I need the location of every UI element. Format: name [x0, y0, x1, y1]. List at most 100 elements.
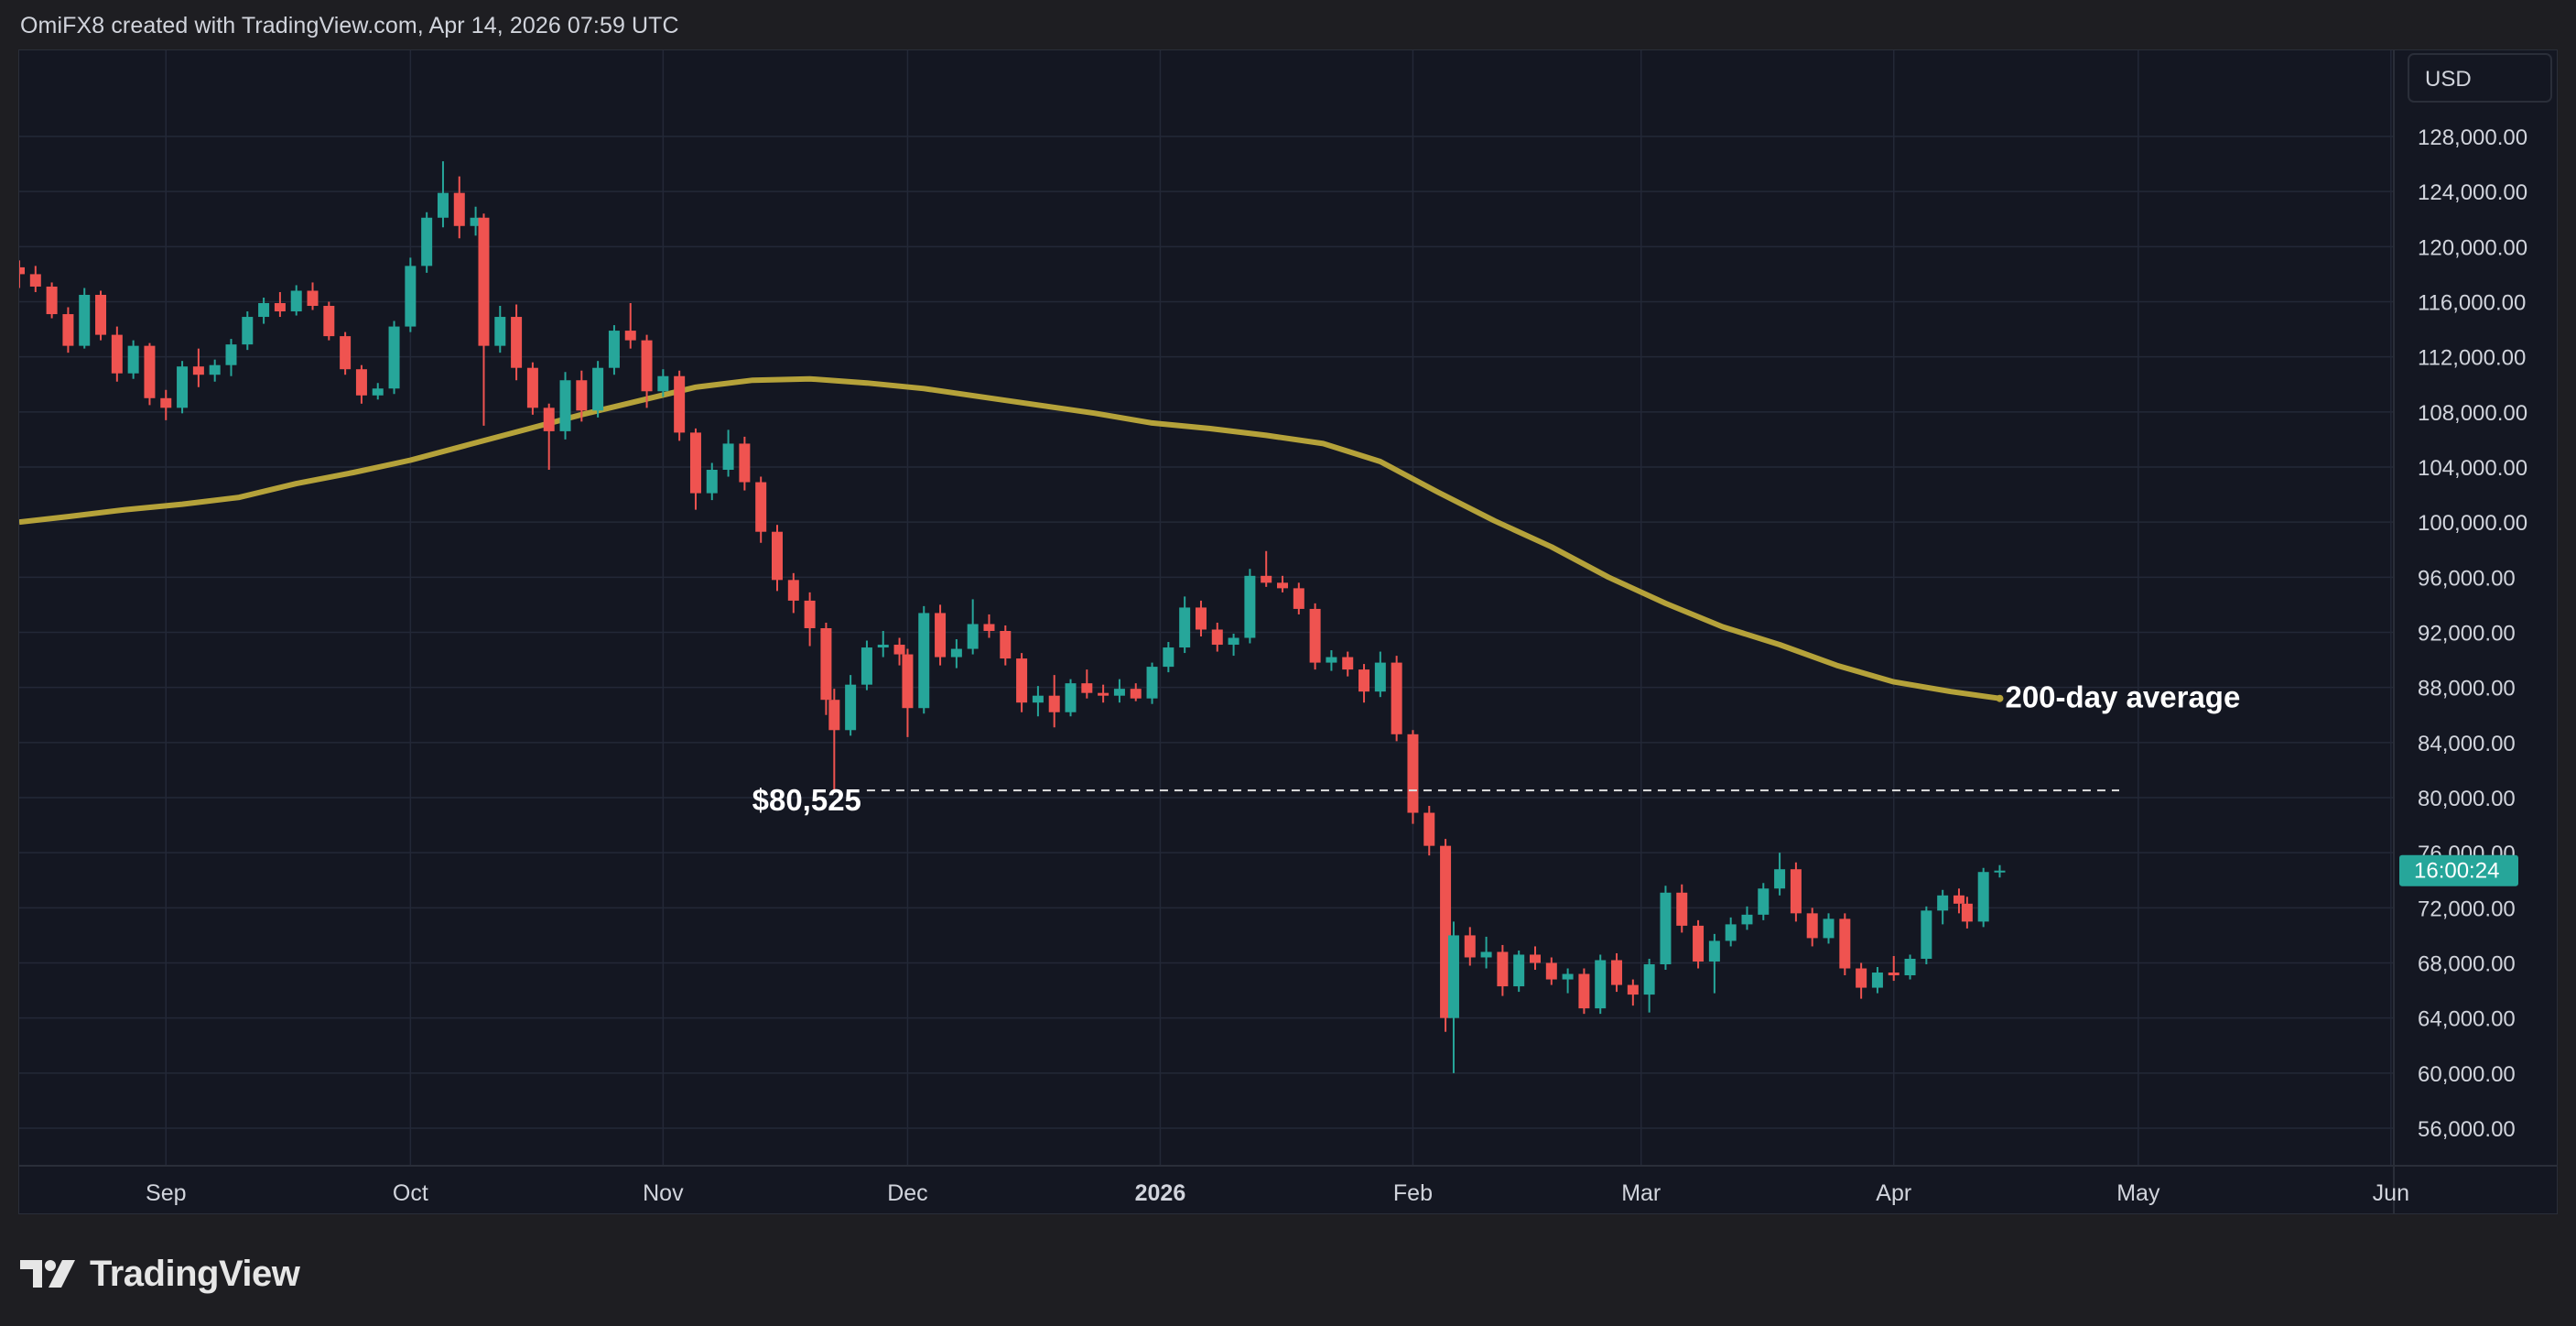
candle-body — [608, 331, 620, 368]
candle-body — [1261, 575, 1272, 583]
moving-average-endpoint — [1996, 694, 2004, 702]
candle-body — [893, 645, 905, 655]
candle-body — [1578, 973, 1590, 1009]
candle-body — [1643, 964, 1655, 995]
candle-body — [1513, 954, 1525, 987]
candle-body — [1530, 954, 1541, 963]
candle-body — [1228, 637, 1239, 646]
candlestick-layer — [19, 161, 2006, 1073]
currency-label: USD — [2425, 67, 2472, 92]
candle-body — [127, 345, 139, 374]
candle-body — [1921, 910, 1932, 959]
candle-body — [470, 217, 482, 226]
candle-body — [576, 380, 588, 411]
candle-body — [307, 290, 319, 307]
candle-body — [421, 217, 433, 266]
candle-body — [543, 408, 555, 431]
candle-body — [1211, 629, 1223, 646]
candle-body — [478, 217, 490, 346]
candle-body — [177, 366, 189, 408]
candle-body — [828, 700, 840, 731]
candle-body — [209, 364, 221, 375]
candle-body — [1163, 647, 1174, 668]
candle-body — [950, 648, 962, 658]
candle-body — [902, 654, 914, 709]
candle-body — [1806, 913, 1818, 939]
candle-body — [1098, 692, 1109, 696]
candle-body — [722, 443, 734, 471]
candle-body — [290, 290, 302, 312]
candle-body — [1447, 935, 1459, 1018]
candle-body — [225, 344, 237, 365]
candle-body — [689, 432, 701, 494]
candle-body — [1407, 734, 1419, 813]
candle-body — [1326, 657, 1337, 663]
candle-body — [1676, 892, 1688, 926]
candle-body — [1016, 658, 1028, 703]
candle-body — [755, 482, 767, 532]
candle-body — [1774, 869, 1786, 889]
candle-body — [1545, 962, 1557, 980]
currency-selector[interactable]: USD — [2408, 53, 2552, 103]
candle-body — [46, 286, 58, 315]
time-tick-label: Apr — [1876, 1180, 1911, 1206]
candle-body — [1391, 662, 1402, 734]
time-tick-label: Oct — [393, 1180, 428, 1206]
candle-body — [1725, 924, 1737, 941]
candle-body — [1627, 984, 1639, 995]
candle-body — [559, 380, 571, 431]
price-tick-label: 120,000.00 — [2418, 235, 2527, 260]
tradingview-logo-icon — [20, 1260, 75, 1288]
candle-body — [1113, 689, 1125, 696]
candle-body — [1790, 869, 1802, 914]
time-tick-label: 2026 — [1135, 1180, 1186, 1206]
price-tick-label: 92,000.00 — [2418, 622, 2516, 647]
candle-body — [739, 443, 751, 483]
countdown-label: 16:00:24 — [2414, 859, 2499, 884]
candle-body — [29, 274, 41, 287]
candle-body — [1708, 940, 1720, 962]
candle-body — [372, 388, 384, 396]
chart-frame[interactable]: 128,000.00 124,000.00 120,000.00 116,000.00… — [18, 49, 2558, 1214]
candle-body — [787, 580, 799, 601]
candle-body — [1277, 582, 1288, 589]
candle-body — [111, 334, 123, 374]
candle-body — [1660, 892, 1672, 965]
candle-body — [437, 192, 449, 218]
candle-body — [845, 684, 857, 731]
price-tick-label: 100,000.00 — [2418, 511, 2527, 536]
candle-body — [511, 317, 523, 368]
candle-body — [1293, 588, 1304, 609]
candle-body — [1888, 973, 1900, 976]
candle-body — [62, 314, 74, 346]
candle-body — [1358, 669, 1370, 692]
candle-body — [1904, 958, 1916, 976]
price-tick-label: 124,000.00 — [2418, 180, 2527, 205]
candle-body — [258, 303, 270, 318]
price-chart[interactable]: 128,000.00 124,000.00 120,000.00 116,000.00… — [19, 50, 2557, 1213]
candle-body — [1130, 689, 1142, 699]
candle-body — [1611, 960, 1623, 985]
candle-body — [1693, 925, 1705, 962]
candle-body — [1081, 683, 1093, 693]
price-tick-label: 96,000.00 — [2418, 566, 2516, 591]
candle-body — [1994, 870, 2006, 873]
tradingview-wordmark: TradingView — [90, 1253, 300, 1294]
candle-body — [1856, 968, 1867, 988]
candle-body — [355, 369, 367, 396]
price-tick-label: 68,000.00 — [2418, 952, 2516, 977]
candle-body — [983, 624, 995, 631]
candle-body — [323, 306, 335, 337]
candle-body — [1871, 973, 1883, 988]
candle-body — [1342, 657, 1354, 670]
price-axis[interactable]: 128,000.00 124,000.00 120,000.00 116,000.00… — [2418, 125, 2527, 1142]
candle-body — [860, 647, 872, 685]
axis-divider — [19, 50, 2557, 1213]
tradingview-brand[interactable]: TradingView — [20, 1249, 300, 1299]
price-tick-label: 64,000.00 — [2418, 1007, 2516, 1032]
chart-attribution: OmiFX8 created with TradingView.com, Apr… — [20, 13, 679, 38]
time-tick-label: Sep — [146, 1180, 186, 1206]
time-axis[interactable]: Sep Oct Nov Dec 2026 Feb Mar Apr May Jun — [146, 1180, 2409, 1206]
moving-average-line — [19, 375, 2000, 701]
candle-body — [1032, 695, 1044, 703]
